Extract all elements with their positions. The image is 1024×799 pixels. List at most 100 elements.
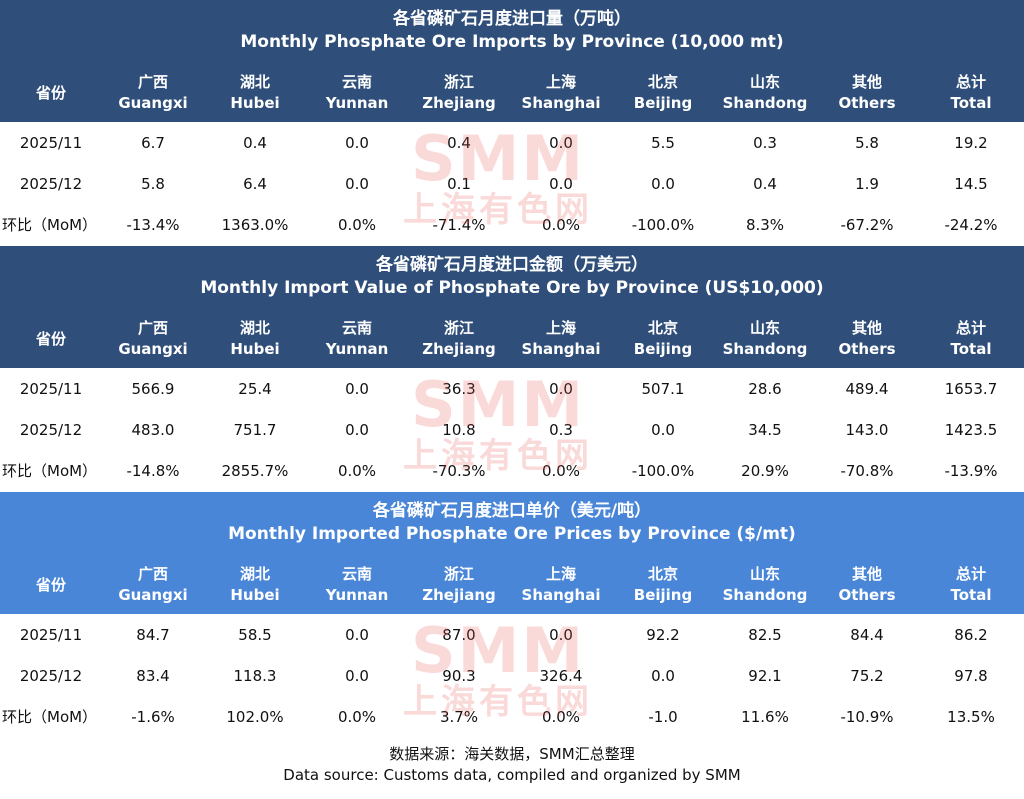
table-cell: 25.4 [238,379,272,398]
column-header-en: Zhejiang [422,94,496,112]
table-cell: -13.9% [944,461,998,480]
column-header-en: Yunnan [325,586,389,604]
table-cell: 20.9% [741,461,789,480]
column-header-en: Hubei [230,340,280,358]
table-cell: 143.0 [845,420,889,439]
column-header: 北京 Beijing [612,556,714,614]
column-header-en: Shanghai [521,94,601,112]
column-header: 其他 Others [816,64,918,122]
column-header-cn: 总计 [955,73,986,91]
table-cell: 1.9 [855,174,879,193]
column-header: 云南 Yunnan [306,64,408,122]
table-cell: 0.0 [549,625,573,644]
table-header-row: 省份 广西 Guangxi 湖北 Hubei 云南 Yunnan 浙江 Zhejiang 上海 Sh… [0,556,1024,614]
column-header: 总计 Total [918,556,1024,614]
table-cell: 36.3 [442,379,476,398]
table-cell: 118.3 [233,666,277,685]
table-cell: 0.0% [337,215,377,234]
table-cell: 566.9 [131,379,175,398]
table-cell: 90.3 [442,666,476,685]
table-cell: 0.4 [447,133,471,152]
column-header-en: Shanghai [521,340,601,358]
column-header-en: Shandong [722,340,808,358]
table-cell: 82.5 [748,625,782,644]
table-cell: 97.8 [954,666,988,685]
column-header-en: Beijing [633,94,693,112]
table-cell: 0.4 [753,174,777,193]
column-header-en: Guangxi [118,586,188,604]
column-header: 其他 Others [816,556,918,614]
table-cell: 1423.5 [944,420,998,439]
table-row: 2025/12 5.8 6.4 0.0 0.1 0.0 0.0 0.4 1.9 14.5 [0,163,1024,204]
table-cell: 0.1 [447,174,471,193]
column-header-cn: 山东 [749,565,780,583]
table-cell: 5.8 [855,133,879,152]
column-header-cn: 北京 [647,73,678,91]
table-row: 2025/12 483.0 751.7 0.0 10.8 0.3 0.0 34.5 143.0 1… [0,409,1024,450]
column-header-cn: 湖北 [239,565,270,583]
column-header-cn: 山东 [749,319,780,337]
table-row: 2025/11 6.7 0.4 0.0 0.4 0.0 5.5 0.3 5.8 19.2 [0,122,1024,163]
column-header: 云南 Yunnan [306,310,408,368]
table-cell: -70.3% [432,461,486,480]
table-cell: 5.5 [651,133,675,152]
column-header-en: Guangxi [118,340,188,358]
column-header-en: Zhejiang [422,340,496,358]
table-cell: 0.3 [549,420,573,439]
table-cell: -1.6% [131,707,175,726]
table-cell: 0.0 [549,379,573,398]
table-cell: 483.0 [131,420,175,439]
column-header: 总计 Total [918,64,1024,122]
row-label: 2025/11 [19,625,83,644]
column-header: 上海 Shanghai [510,310,612,368]
column-header-en: Total [950,94,992,112]
table-cell: 92.2 [646,625,680,644]
table-row: 2025/11 84.7 58.5 0.0 87.0 0.0 92.2 82.5 84.4 86.… [0,614,1024,655]
row-label: 2025/11 [19,133,83,152]
column-header-en: Shandong [722,586,808,604]
column-header-cn: 省份 [35,83,66,102]
table-cell: 3.7% [439,707,479,726]
table-title-en: Monthly Import Value of Phosphate Ore by… [200,278,824,298]
column-header: 山东 Shandong [714,556,816,614]
table-cell: 0.0% [337,707,377,726]
column-header-cn: 其他 [851,73,882,91]
table-cell: 6.7 [141,133,165,152]
table-cell: 13.5% [947,707,995,726]
column-header-en: Total [950,340,992,358]
column-header-cn: 其他 [851,319,882,337]
column-header-cn: 湖北 [239,319,270,337]
column-header-en: Beijing [633,340,693,358]
column-header-cn: 上海 [545,73,576,91]
table-cell: -24.2% [944,215,998,234]
column-header: 湖北 Hubei [204,310,306,368]
table-row: 2025/12 83.4 118.3 0.0 90.3 326.4 0.0 92.1 75.2 9… [0,655,1024,696]
column-header-cn: 浙江 [443,565,474,583]
table-cell: 1653.7 [944,379,998,398]
table-title-cn: 各省磷矿石月度进口金额（万美元） [376,255,648,275]
row-label: 环比（MoM） [2,708,98,726]
column-header-en: Total [950,586,992,604]
table-cell: -71.4% [432,215,486,234]
table-cell: 0.0% [541,461,581,480]
column-header-en: Yunnan [325,94,389,112]
column-header-cn: 北京 [647,565,678,583]
column-header-cn: 其他 [851,565,882,583]
column-header: 湖北 Hubei [204,64,306,122]
table-cell: 507.1 [641,379,685,398]
table-2: 各省磷矿石月度进口金额（万美元） Monthly Import Value of … [0,246,1024,491]
column-header: 上海 Shanghai [510,556,612,614]
column-header-cn: 山东 [749,73,780,91]
column-header-cn: 广西 [137,319,168,337]
table-cell: -70.8% [840,461,894,480]
column-header-en: Guangxi [118,94,188,112]
row-label: 环比（MoM） [2,216,98,234]
column-header: 湖北 Hubei [204,556,306,614]
table-cell: 0.0 [651,666,675,685]
table-cell: 6.4 [243,174,267,193]
column-header-en: Others [838,340,896,358]
column-header: 省份 [0,556,102,614]
table-cell: 2855.7% [221,461,289,480]
footer: 数据来源：海关数据，SMM汇总整理 Data source: Customs d… [0,744,1024,786]
column-header: 广西 Guangxi [102,310,204,368]
